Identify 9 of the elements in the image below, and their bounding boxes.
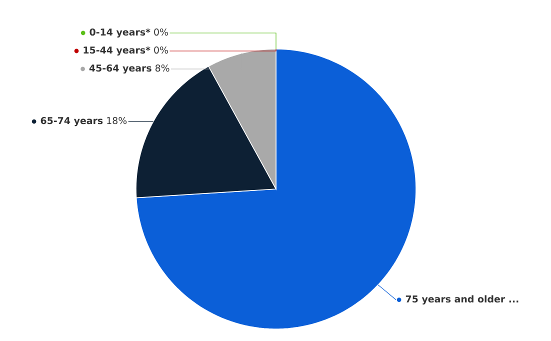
legend-label: 15-44 years* [84, 46, 150, 56]
text: 0% [154, 46, 168, 54]
legend-label: 45-64 years [89, 64, 152, 74]
data-label: 8% [155, 64, 170, 72]
legend-label: 0-14 years* [90, 28, 150, 38]
text: 0% [154, 28, 168, 36]
legend-label: 75 years and older ... [406, 295, 518, 304]
data-label: 18% [107, 117, 127, 124]
legend-label: 65-74 years [40, 117, 103, 126]
